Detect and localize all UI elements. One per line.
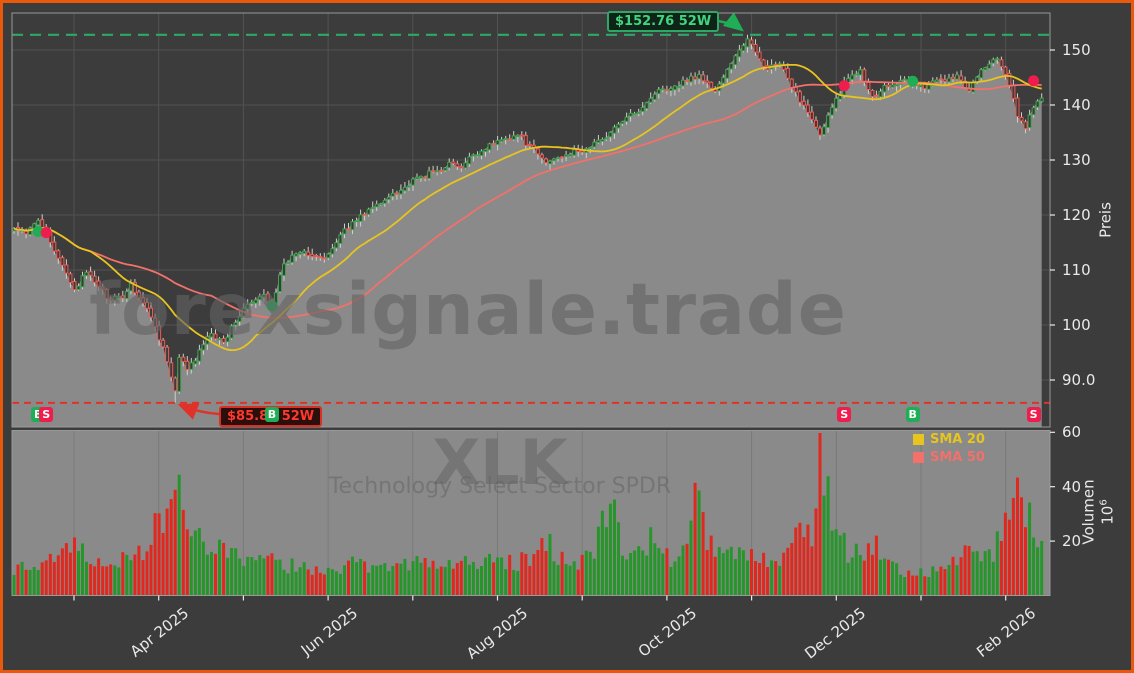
sell-signal-badge: S bbox=[39, 407, 54, 422]
volume-tick-label: 20 bbox=[1062, 532, 1082, 551]
volume-tick-label: 60 bbox=[1062, 423, 1082, 442]
buy-signal-badge: B bbox=[264, 407, 279, 422]
volume-axis-title-word: Volumen bbox=[1079, 479, 1098, 545]
legend-label: SMA 50 bbox=[930, 449, 985, 465]
price-tick-label: 130 bbox=[1062, 151, 1091, 169]
price-tick-label: 140 bbox=[1062, 96, 1091, 114]
watermark-site: forexsignale.trade bbox=[89, 268, 847, 351]
sma50-swatch-icon bbox=[913, 451, 924, 463]
legend-item-sma50: SMA 50 bbox=[913, 448, 985, 466]
price-tick-label: 100 bbox=[1062, 316, 1091, 334]
price-tick-label: 150 bbox=[1062, 41, 1091, 59]
volume-tick-label: 40 bbox=[1062, 477, 1082, 496]
volume-axis-scale: 106 bbox=[1098, 499, 1116, 525]
price-tick-label: 90.0 bbox=[1062, 371, 1096, 389]
legend-item-sma20: SMA 20 bbox=[913, 430, 985, 448]
price-tick-label: 110 bbox=[1062, 261, 1091, 279]
buy-signal-badge: B bbox=[905, 407, 920, 422]
high-52w-annotation: $152.76 52W bbox=[607, 11, 720, 32]
price-axis-title: Preis bbox=[1096, 202, 1115, 238]
legend-label: SMA 20 bbox=[930, 431, 985, 447]
watermark-symbol-name: Technology Select Sector SPDR bbox=[328, 474, 672, 499]
sell-signal-badge: S bbox=[837, 407, 852, 422]
watermark-symbol: XLK bbox=[432, 426, 568, 499]
sell-signal-badge: S bbox=[1026, 407, 1041, 422]
legend: SMA 20 SMA 50 bbox=[913, 430, 985, 466]
price-tick-label: 120 bbox=[1062, 206, 1091, 224]
volume-axis-title: Volumen 106 bbox=[1079, 479, 1117, 544]
sma20-swatch-icon bbox=[913, 433, 924, 445]
